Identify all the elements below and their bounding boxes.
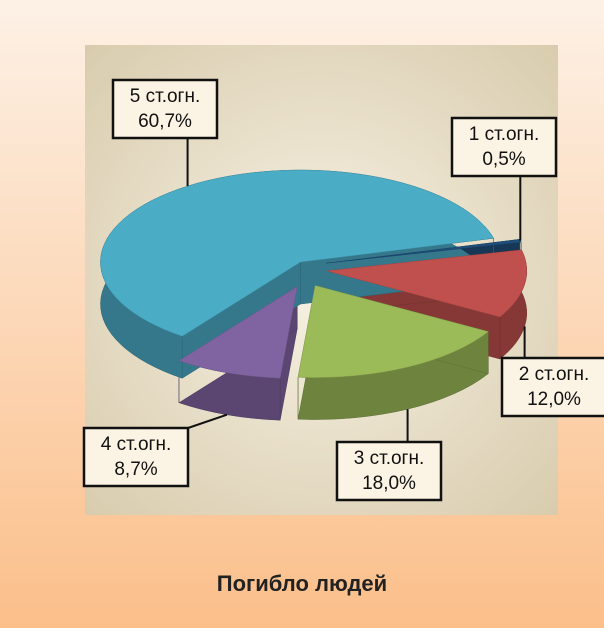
chart-title: Погибло людей bbox=[217, 571, 387, 596]
slice bbox=[326, 249, 528, 318]
category-label: 4 ст.огн. bbox=[101, 434, 172, 455]
slice bbox=[297, 285, 489, 378]
category-label: 5 ст.огн. bbox=[130, 86, 201, 107]
label-box bbox=[111, 78, 219, 140]
label-box bbox=[82, 426, 190, 488]
label-box bbox=[500, 356, 604, 418]
value-label: 60,7% bbox=[138, 111, 192, 132]
category-label: 1 ст.огн. bbox=[469, 124, 540, 145]
label-box bbox=[335, 440, 443, 502]
category-label: 2 ст.огн. bbox=[519, 364, 590, 385]
label-box bbox=[450, 116, 558, 178]
value-label: 0,5% bbox=[482, 149, 525, 170]
slice bbox=[100, 169, 495, 337]
category-label: 3 ст.огн. bbox=[354, 448, 425, 469]
value-label: 12,0% bbox=[527, 389, 581, 410]
leader-line bbox=[187, 413, 228, 429]
value-label: 8,7% bbox=[114, 459, 157, 480]
slice bbox=[178, 286, 298, 379]
value-label: 18,0% bbox=[362, 473, 416, 494]
